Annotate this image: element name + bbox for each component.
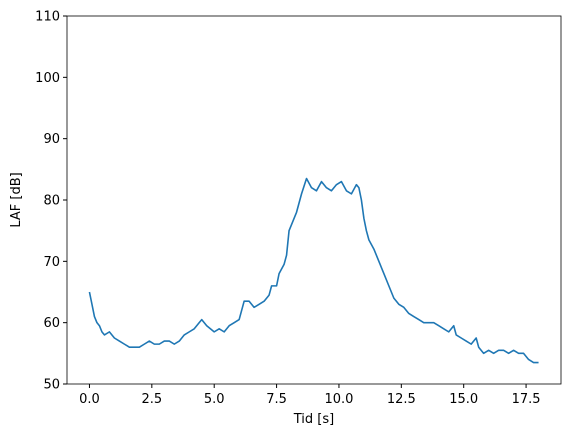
y-tick-label: 50 bbox=[43, 378, 60, 393]
data-line bbox=[88, 177, 539, 364]
x-tick-label: 0.0 bbox=[79, 392, 100, 407]
y-tick-label: 110 bbox=[35, 10, 60, 25]
plot-frame bbox=[66, 15, 562, 385]
x-tick-label: 5.0 bbox=[204, 392, 225, 407]
y-tick-label: 60 bbox=[43, 316, 60, 331]
y-tick-label: 100 bbox=[35, 71, 60, 86]
x-tick-label: 10.0 bbox=[324, 392, 353, 407]
y-tick-label: 90 bbox=[43, 132, 60, 147]
x-tick-label: 7.5 bbox=[266, 392, 287, 407]
x-axis-label: Tid [s] bbox=[293, 412, 334, 427]
x-tick-label: 17.5 bbox=[512, 392, 541, 407]
y-tick-label: 80 bbox=[43, 194, 60, 209]
y-tick-label: 70 bbox=[43, 255, 60, 270]
x-tick-label: 2.5 bbox=[141, 392, 162, 407]
x-tick-label: 15.0 bbox=[449, 392, 478, 407]
x-tick-label: 12.5 bbox=[387, 392, 416, 407]
y-axis-label: LAF [dB] bbox=[9, 172, 24, 227]
